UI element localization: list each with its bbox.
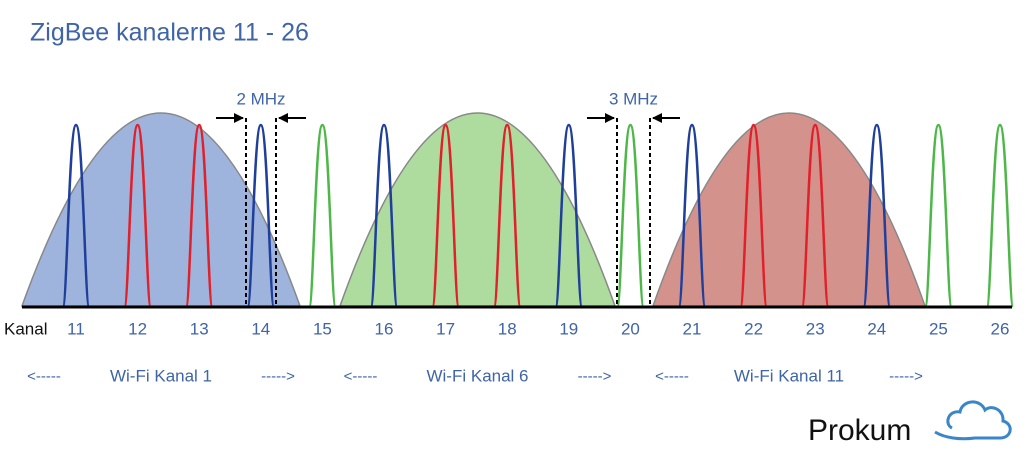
channel-label: 24 [867, 319, 886, 338]
channel-peak [369, 123, 399, 308]
channel-peak [554, 123, 584, 308]
channel-label: 19 [559, 319, 578, 338]
title: ZigBee kanalerne 11 - 26 [30, 19, 309, 47]
channel-peak [985, 123, 1015, 308]
channel-label: 22 [744, 319, 763, 338]
channel-label: 23 [806, 319, 825, 338]
channel-peak [246, 123, 276, 308]
axis-label: Kanal [4, 319, 47, 338]
channel-peak [431, 123, 460, 308]
wifi-label: Wi-Fi Kanal 11 [734, 366, 844, 385]
channel-peak [61, 123, 91, 308]
channel-peak [123, 123, 152, 308]
wifi-arrow-right: -----> [578, 368, 612, 385]
channel-label: 25 [929, 319, 948, 338]
wifi-label: Wi-Fi Kanal 6 [426, 366, 528, 385]
channel-label: 15 [313, 319, 332, 338]
gap-label: 3 MHz [609, 89, 658, 108]
channel-label: 14 [251, 319, 270, 338]
channel-label: 20 [621, 319, 640, 338]
channel-label: 16 [375, 319, 394, 338]
wifi-hump [651, 112, 927, 307]
logo-cloud [934, 400, 1012, 441]
logo: Prokum [808, 400, 1012, 447]
wifi-label: Wi-Fi Kanal 1 [110, 366, 212, 385]
logo-text: Prokum [808, 414, 911, 447]
wifi-arrow-left: <----- [344, 368, 378, 385]
wifi-arrow-right: -----> [261, 368, 295, 385]
channel-peak [308, 123, 337, 308]
wifi-arrow-left: <----- [27, 368, 61, 385]
wifi-hump [338, 112, 617, 307]
wifi-humps [20, 112, 927, 307]
channel-peak [739, 123, 768, 308]
wifi-arrow-left: <----- [655, 368, 689, 385]
gap-markers [216, 113, 680, 306]
channel-peak [924, 123, 953, 308]
gap-label: 2 MHz [236, 89, 285, 108]
labels: <----- Wi-Fi Kanal 1 -----> <----- Wi-Fi Kan… [27, 89, 1009, 385]
channel-peak [616, 123, 645, 308]
channel-label: 12 [128, 319, 147, 338]
channel-peak [184, 123, 214, 308]
channel-label: 17 [436, 319, 455, 338]
channel-peak [862, 123, 892, 308]
channel-label: 13 [190, 319, 209, 338]
channel-peak [800, 123, 830, 308]
channel-label: 26 [991, 319, 1010, 338]
zigbee-peaks [61, 123, 1015, 308]
channel-label: 11 [67, 319, 85, 338]
channel-label: 18 [498, 319, 517, 338]
channel-peak [492, 123, 522, 308]
channel-label: 21 [683, 319, 702, 338]
wifi-arrow-right: -----> [889, 368, 923, 385]
channel-peak [677, 123, 707, 308]
